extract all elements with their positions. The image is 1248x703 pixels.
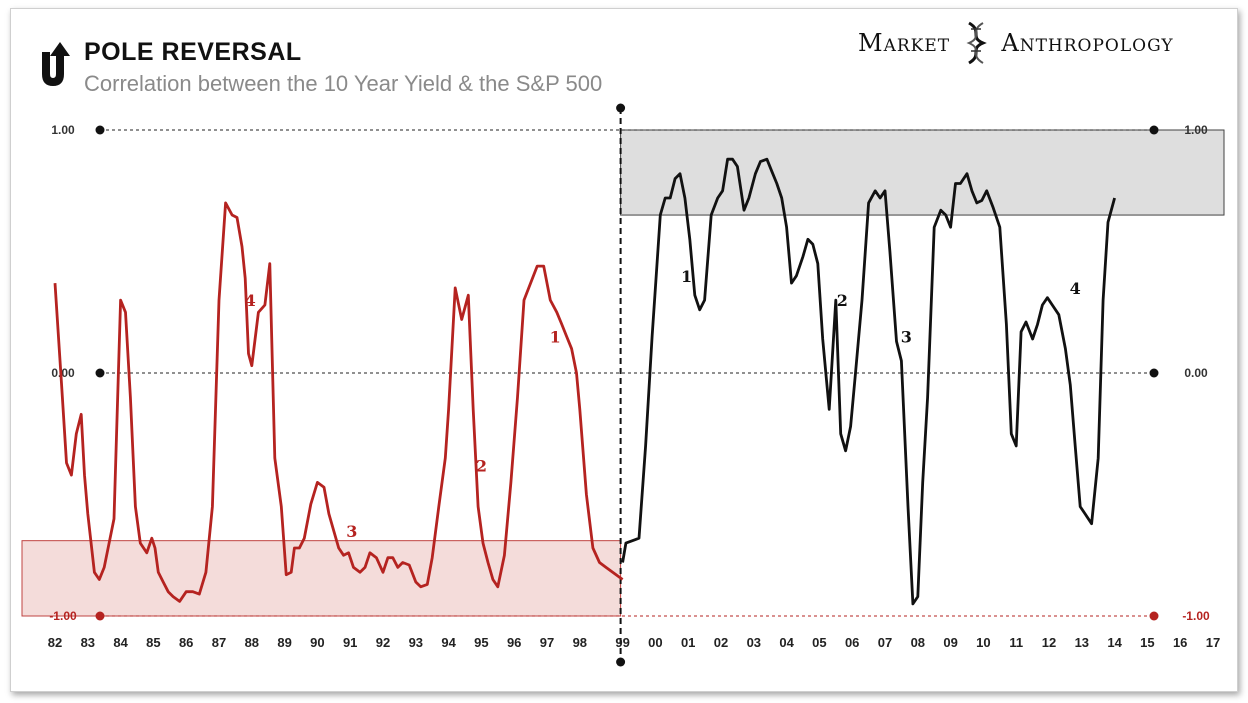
x-tick-label: 15 [1140, 635, 1154, 650]
cycle-annotation: 4 [1070, 279, 1081, 298]
chart-title: POLE REVERSAL [84, 38, 302, 66]
split-line-endpoint-bottom [616, 657, 626, 667]
x-tick-label: 12 [1042, 635, 1056, 650]
dna-helix-icon [966, 21, 987, 65]
x-tick-label: 96 [507, 635, 521, 650]
x-tick-label: 88 [245, 635, 259, 650]
cycle-annotation: 2 [476, 456, 487, 475]
post-regime-band [620, 129, 1225, 216]
x-tick-label: 00 [648, 635, 662, 650]
y-tick-label-right: -1.00 [1182, 609, 1210, 623]
cycle-annotation: 1 [681, 267, 692, 286]
x-tick-label: 84 [113, 635, 128, 650]
x-tick-label: 90 [310, 635, 324, 650]
y-tick-label-right: 1.00 [1184, 123, 1208, 137]
x-tick-label: 05 [812, 635, 826, 650]
x-tick-label: 09 [943, 635, 957, 650]
cycle-annotation: 2 [837, 291, 848, 310]
y-tick-label-right: 0.00 [1184, 366, 1208, 380]
split-line-endpoint-top [616, 103, 626, 113]
pre-regime-band [21, 540, 622, 617]
y-tick-label-left: -1.00 [49, 609, 77, 623]
gridline-endpoint-right [1149, 368, 1159, 378]
x-tick-label: 06 [845, 635, 859, 650]
x-tick-label: 01 [681, 635, 695, 650]
cycle-annotation: 1 [550, 328, 561, 347]
x-tick-label: 13 [1075, 635, 1089, 650]
x-tick-label: 16 [1173, 635, 1187, 650]
gridline-endpoint-right [1149, 611, 1159, 621]
u-turn-arrow-icon [42, 42, 70, 86]
x-tick-label: 02 [714, 635, 728, 650]
brand-logo: Market Anthropology [858, 21, 1174, 65]
x-tick-label: 17 [1206, 635, 1220, 650]
chart-subtitle: Correlation between the 10 Year Yield & … [84, 71, 603, 96]
y-tick-label-left: 0.00 [51, 366, 75, 380]
brand-name-left: Market [858, 29, 951, 57]
x-tick-label: 03 [747, 635, 761, 650]
x-tick-label: 94 [441, 635, 456, 650]
x-tick-label: 83 [81, 635, 95, 650]
gridline-endpoint-left [95, 125, 105, 135]
brand-name-right: Anthropology [1001, 29, 1174, 57]
x-tick-label: 04 [779, 635, 794, 650]
x-tick-label: 14 [1107, 635, 1122, 650]
cycle-annotation: 3 [901, 328, 912, 347]
x-tick-label: 92 [376, 635, 390, 650]
x-tick-label: 97 [540, 635, 554, 650]
x-tick-label: 11 [1009, 635, 1023, 650]
y-tick-label-left: 1.00 [51, 123, 75, 137]
x-tick-label: 93 [409, 635, 423, 650]
series-line-1982-1998 [53, 201, 624, 603]
gridline-endpoint-left [95, 368, 105, 378]
x-tick-label: 87 [212, 635, 226, 650]
x-tick-label: 89 [277, 635, 291, 650]
x-tick-label: 95 [474, 635, 488, 650]
x-tick-label: 91 [343, 635, 357, 650]
cycle-annotation: 4 [245, 291, 256, 310]
series-line-1999-2013 [621, 157, 1116, 606]
gridline-endpoint-left [95, 611, 105, 621]
x-tick-label: 86 [179, 635, 193, 650]
x-tick-label: 98 [573, 635, 587, 650]
x-tick-label: 10 [976, 635, 990, 650]
x-tick-label: 07 [878, 635, 892, 650]
cycle-annotation: 3 [346, 522, 357, 541]
x-tick-label: 08 [911, 635, 925, 650]
x-tick-label: 82 [48, 635, 62, 650]
gridline-endpoint-right [1149, 125, 1159, 135]
x-tick-label: 99 [615, 635, 629, 650]
x-tick-label: 85 [146, 635, 160, 650]
